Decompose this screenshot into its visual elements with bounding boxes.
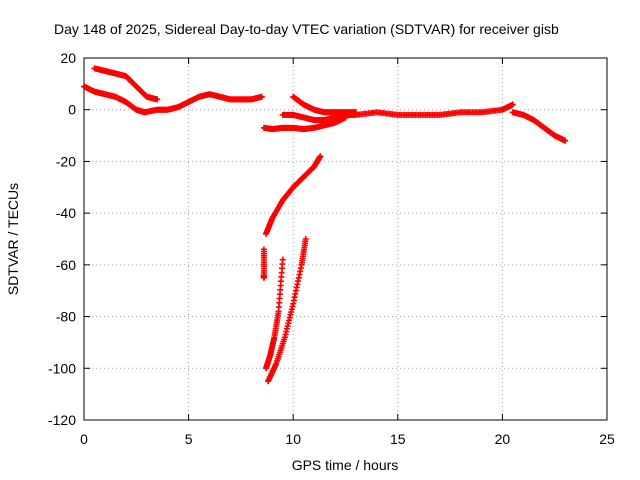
data-point (509, 101, 516, 108)
y-tick-label: -40 (56, 205, 76, 221)
data-point (317, 153, 324, 160)
x-tick-label: 5 (185, 431, 193, 447)
x-tick-label: 20 (495, 431, 511, 447)
y-tick-label: -80 (56, 309, 76, 325)
data-point (302, 236, 309, 242)
data-point (258, 93, 265, 100)
y-tick-label: 20 (60, 50, 76, 66)
x-tick-label: 10 (285, 431, 301, 447)
y-tick-label: 0 (68, 102, 76, 118)
y-tick-label: -20 (56, 153, 76, 169)
grid-lines (84, 58, 607, 420)
data-point (154, 96, 161, 103)
plot-frame (83, 57, 608, 421)
data-point (260, 274, 267, 281)
y-tick-label: -60 (56, 257, 76, 273)
y-tick-label: -120 (48, 412, 76, 428)
data-point (562, 137, 569, 144)
y-tick-label: -100 (48, 360, 76, 376)
x-tick-label: 15 (390, 431, 406, 447)
chart-title: Day 148 of 2025, Sidereal Day-to-day VTE… (54, 21, 559, 37)
data-points (81, 65, 569, 385)
x-tick-label: 0 (80, 431, 88, 447)
x-axis-label: GPS time / hours (292, 457, 399, 473)
axis-ticks: 0 5 10 15 20 25 -120 -100 -80 -60 -40 -20 0 20 (48, 50, 615, 447)
y-axis-label: SDTVAR / TECUs (5, 183, 21, 295)
x-tick-label: 25 (599, 431, 615, 447)
data-point (279, 256, 286, 263)
